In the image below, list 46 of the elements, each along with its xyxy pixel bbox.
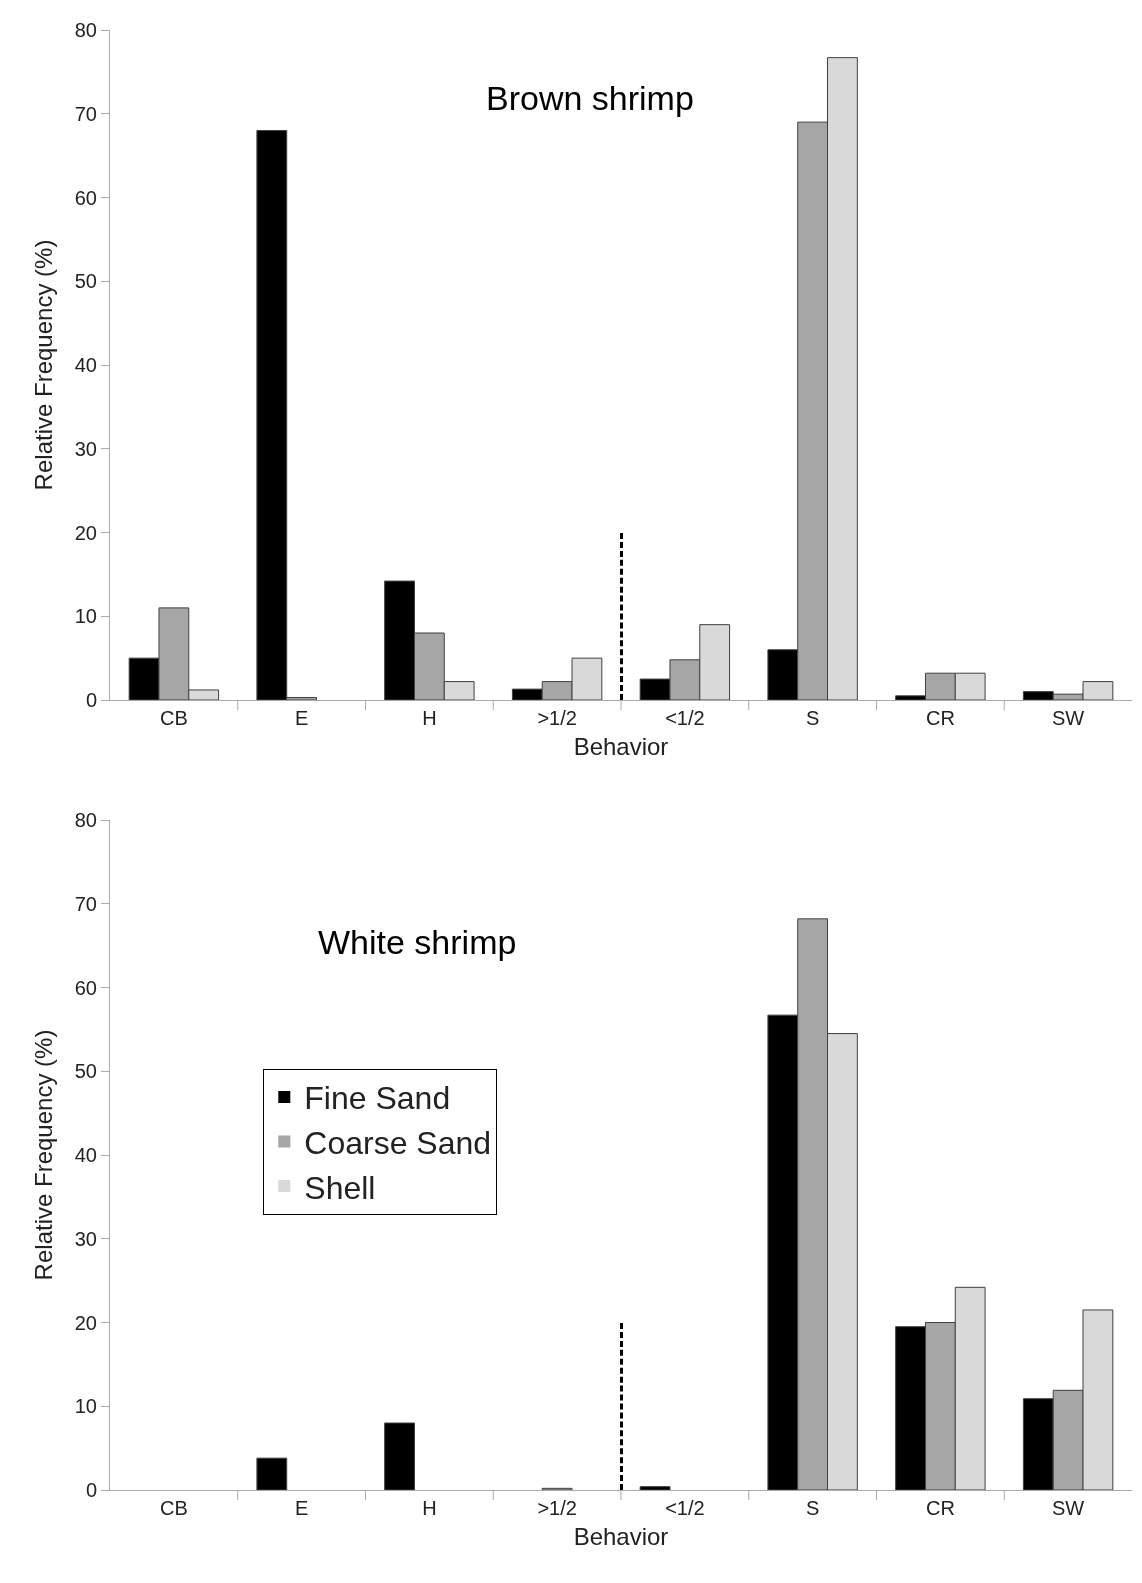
x-tick-label: CB — [159, 707, 188, 729]
legend-label: Fine Sand — [304, 1080, 451, 1117]
y-tick-label: 40 — [74, 354, 97, 376]
legend-label: Coarse Sand — [304, 1124, 492, 1161]
y-tick-label: 10 — [74, 1395, 97, 1418]
y-tick-label: 20 — [74, 521, 97, 544]
x-tick-label: E — [294, 707, 309, 729]
bar — [256, 1457, 288, 1490]
x-tick-label: CR — [925, 1497, 955, 1519]
y-tick-label: 80 — [74, 19, 97, 41]
x-tick-label: H — [422, 707, 437, 729]
y-tick-label: 60 — [74, 186, 97, 209]
x-tick-label: CB — [159, 1497, 188, 1519]
y-tick-label: 50 — [74, 1060, 97, 1083]
text: White shrimp — [318, 923, 517, 961]
y-tick-label: 50 — [74, 270, 97, 293]
x-tick-label: S — [805, 1497, 820, 1519]
x-tick-label: <1/2 — [665, 1497, 705, 1519]
bar — [639, 1486, 671, 1490]
y-axis-title: Relative Frequency (%) — [30, 239, 57, 491]
x-tick-label: E — [294, 1497, 309, 1519]
y-tick-label: 0 — [85, 689, 97, 711]
x-tick-label: H — [422, 1497, 437, 1519]
y-tick-label: 30 — [74, 1227, 97, 1250]
x-axis-title: Behavior — [573, 1523, 669, 1551]
x-tick-label: >1/2 — [537, 707, 577, 729]
y-tick-label: 10 — [74, 605, 97, 628]
x-tick-label: >1/2 — [537, 1497, 577, 1519]
y-tick-label: 80 — [74, 809, 97, 831]
y-tick-label: 70 — [74, 892, 97, 915]
y-tick-label: 70 — [74, 102, 97, 125]
y-axis-title: Relative Frequency (%) — [30, 1029, 57, 1281]
x-tick-label: SW — [1052, 707, 1085, 729]
y-tick-label: 60 — [74, 976, 97, 999]
y-tick-label: 40 — [74, 1144, 97, 1166]
text: Brown shrimp — [486, 79, 694, 117]
bar — [384, 1422, 415, 1490]
legend-label: Shell — [304, 1169, 376, 1206]
x-axis-title: Behavior — [573, 733, 669, 761]
x-tick-label: S — [805, 707, 820, 729]
x-tick-label: SW — [1052, 1497, 1085, 1519]
x-tick-label: CR — [925, 707, 955, 729]
y-tick-label: 0 — [85, 1479, 97, 1501]
y-tick-label: 20 — [74, 1311, 97, 1334]
y-tick-label: 30 — [74, 437, 97, 460]
x-tick-label: <1/2 — [665, 707, 705, 729]
